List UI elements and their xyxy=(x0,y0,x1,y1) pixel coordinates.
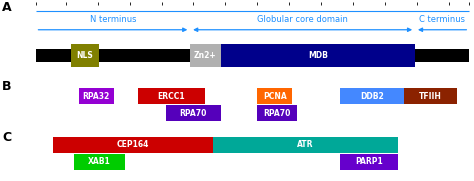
Bar xyxy=(340,154,398,170)
Text: DDB2: DDB2 xyxy=(360,92,384,100)
Text: NLS: NLS xyxy=(77,51,93,60)
Text: B: B xyxy=(2,81,12,94)
Bar xyxy=(340,88,404,104)
Text: PARP1: PARP1 xyxy=(355,157,383,166)
Bar xyxy=(137,88,205,104)
Text: Globular core domain: Globular core domain xyxy=(257,15,348,24)
Bar xyxy=(74,154,125,170)
Bar xyxy=(212,137,398,153)
Text: MDB: MDB xyxy=(308,51,328,60)
Bar xyxy=(257,105,297,121)
Bar xyxy=(71,44,100,67)
Text: C: C xyxy=(2,131,11,144)
Bar xyxy=(190,44,220,67)
Bar xyxy=(220,44,415,67)
Bar xyxy=(53,137,212,153)
Text: ERCC1: ERCC1 xyxy=(157,92,185,100)
Bar xyxy=(79,88,114,104)
Text: ATR: ATR xyxy=(297,140,313,149)
Bar xyxy=(257,88,292,104)
Text: RPA70: RPA70 xyxy=(180,109,207,117)
Text: Zn2+: Zn2+ xyxy=(194,51,217,60)
Text: PCNA: PCNA xyxy=(263,92,287,100)
Text: RPA32: RPA32 xyxy=(82,92,110,100)
Bar xyxy=(36,49,469,62)
Text: TFIIH: TFIIH xyxy=(419,92,442,100)
Text: CEP164: CEP164 xyxy=(117,140,149,149)
Bar xyxy=(404,88,456,104)
Text: N terminus: N terminus xyxy=(90,15,136,24)
Bar xyxy=(166,105,220,121)
Text: C terminus: C terminus xyxy=(419,15,465,24)
Text: XAB1: XAB1 xyxy=(88,157,111,166)
Text: A: A xyxy=(2,1,12,14)
Text: RPA70: RPA70 xyxy=(264,109,291,117)
